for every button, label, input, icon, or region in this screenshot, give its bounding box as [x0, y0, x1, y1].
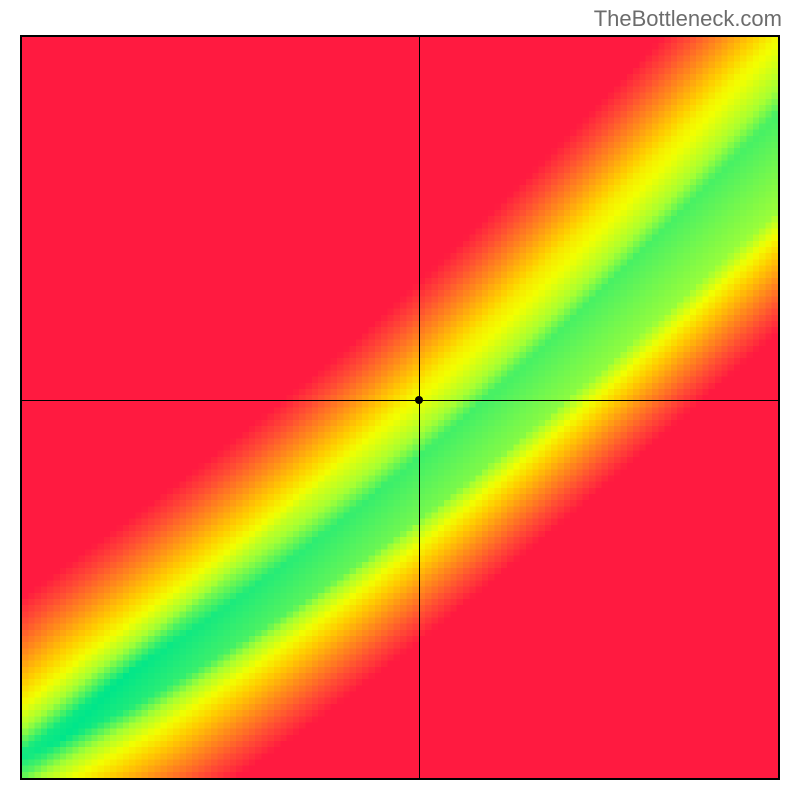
plot-area — [20, 35, 780, 780]
heatmap-canvas — [22, 37, 778, 778]
watermark-text: TheBottleneck.com — [594, 6, 782, 32]
crosshair-horizontal — [22, 400, 778, 401]
crosshair-marker — [415, 396, 423, 404]
chart-container: TheBottleneck.com — [0, 0, 800, 800]
crosshair-vertical — [419, 37, 420, 778]
